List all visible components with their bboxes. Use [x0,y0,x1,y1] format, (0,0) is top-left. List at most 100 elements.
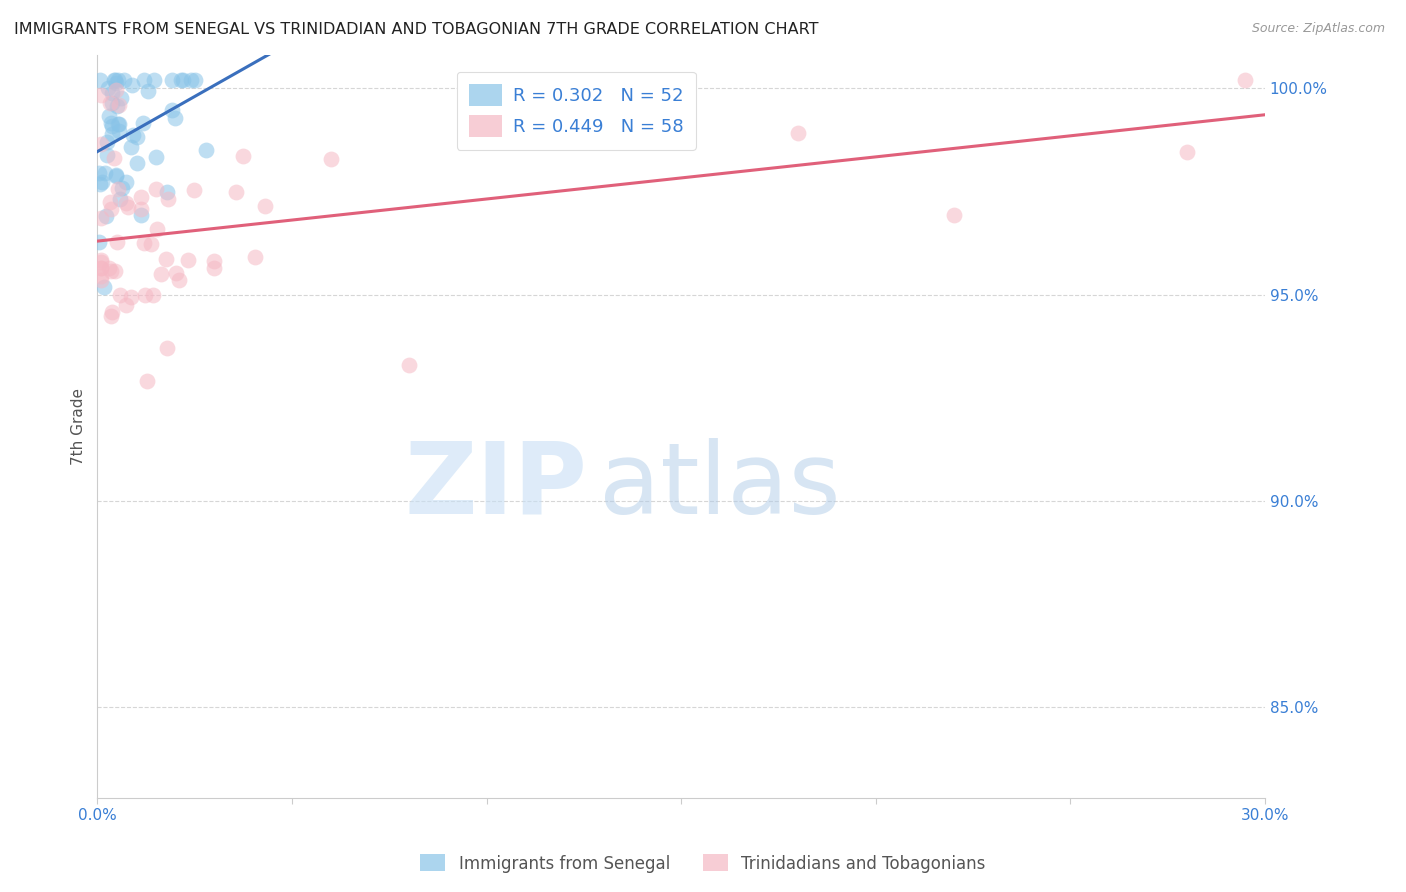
Point [90,260,112,275]
Point [89,73,111,87]
Legend: Immigrants from Senegal, Trinidadians and Tobagonians: Immigrants from Senegal, Trinidadians an… [413,847,993,880]
Point [243,250,266,264]
Point [100,309,122,323]
Point [94,209,117,223]
Point [121,78,143,92]
Point [143,73,166,87]
Point [146,222,169,236]
Point [97,261,120,276]
Point [319,152,342,166]
Point [177,252,200,267]
Point [110,192,132,206]
Point [129,202,152,217]
Point [156,192,179,206]
Point [90,273,112,287]
Point [98,109,121,123]
Point [89,166,111,180]
Point [96,148,118,162]
Point [170,73,193,87]
Point [90,254,112,268]
Point [105,168,128,182]
Point [98,95,121,110]
Text: atlas: atlas [599,438,841,534]
Point [100,202,122,216]
Point [89,178,111,192]
Y-axis label: 7th Grade: 7th Grade [72,388,86,465]
Point [107,182,129,196]
Point [89,235,111,250]
Legend: R = 0.302   N = 52, R = 0.449   N = 58: R = 0.302 N = 52, R = 0.449 N = 58 [457,71,696,150]
Point [90,211,112,225]
Point [108,288,131,302]
Point [127,156,149,170]
Text: Source: ZipAtlas.com: Source: ZipAtlas.com [1251,22,1385,36]
Point [553,117,575,131]
Point [132,235,155,250]
Point [145,182,167,196]
Point [139,236,162,251]
Point [120,140,142,154]
Point [786,126,808,140]
Point [172,73,194,87]
Point [129,208,152,222]
Point [134,73,156,87]
Point [100,195,122,210]
Point [145,150,167,164]
Point [117,200,139,214]
Point [100,127,122,141]
Point [183,183,205,197]
Point [125,130,148,145]
Point [108,97,131,112]
Point [115,175,138,189]
Point [180,73,202,87]
Point [942,208,965,222]
Point [100,264,122,278]
Point [132,116,155,130]
Point [225,185,247,199]
Point [90,137,112,152]
Point [105,99,128,113]
Point [165,266,187,280]
Point [398,358,420,372]
Point [134,288,156,302]
Point [155,252,177,266]
Point [105,235,128,250]
Point [156,341,179,355]
Point [129,190,152,204]
Point [103,73,125,87]
Point [115,297,138,311]
Point [105,76,128,90]
Point [195,143,218,157]
Point [90,269,112,284]
Point [232,149,254,163]
Point [107,117,129,131]
Point [120,290,142,304]
Point [107,73,129,87]
Text: IMMIGRANTS FROM SENEGAL VS TRINIDADIAN AND TOBAGONIAN 7TH GRADE CORRELATION CHAR: IMMIGRANTS FROM SENEGAL VS TRINIDADIAN A… [14,22,818,37]
Point [101,120,124,134]
Point [100,86,122,100]
Point [93,280,115,294]
Text: ZIP: ZIP [405,438,588,534]
Point [167,273,190,287]
Point [101,305,124,319]
Point [90,175,112,189]
Point [108,117,131,131]
Point [114,195,136,210]
Point [136,84,159,98]
Point [90,252,112,267]
Point [136,374,159,388]
Point [103,151,125,165]
Point [1234,73,1257,87]
Point [104,264,127,278]
Point [254,199,277,213]
Point [94,165,117,179]
Point [111,181,134,195]
Point [97,81,120,95]
Point [669,97,692,112]
Point [202,261,225,276]
Point [108,124,131,138]
Point [183,73,205,87]
Point [204,254,226,268]
Point [1175,145,1198,159]
